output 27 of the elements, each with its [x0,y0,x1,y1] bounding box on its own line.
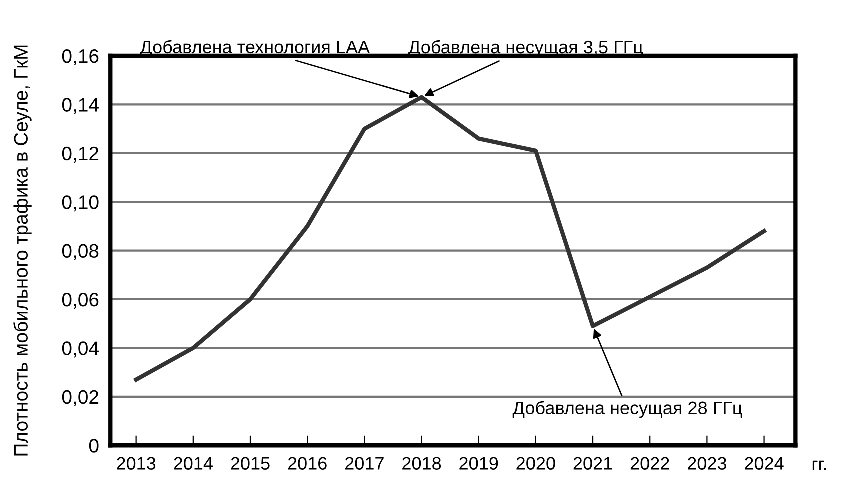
x-tick-label: 2014 [174,457,213,470]
x-tick-label: 2016 [288,457,327,470]
y-tick-label: 0,08 [62,244,99,260]
y-tick-label: 0,10 [62,196,99,212]
y-tick-label: 0,14 [62,98,99,114]
y-tick-label: 0,04 [62,342,99,358]
x-tick-label: 2023 [688,457,726,470]
x-tick-label: 2020 [516,457,556,470]
annotation: Добавлена несущая 3,5 ГГц [408,40,644,58]
y-tick-label: 0,02 [62,390,99,406]
x-tick-label: 2018 [402,457,442,470]
x-tick-label: 2024 [745,457,784,470]
y-tick-label: 0,16 [62,49,99,66]
x-tick-label: 2022 [630,457,670,470]
y-axis-title: Плотность мобильного трафика в Сеуле, ГкМ [14,46,32,456]
line-series [134,95,766,382]
x-axis-title: гг. [812,460,826,470]
annotation: Добавлена технология LAA [140,40,370,58]
y-tick-label: 0,06 [62,292,99,310]
y-tick-label: 0,12 [62,146,99,163]
annotation: Добавлена несущая 28 ГГц [512,401,742,418]
x-tick-label: 2019 [460,457,498,470]
x-tick-label: 2021 [574,457,612,470]
x-tick-label: 2017 [346,457,384,470]
x-tick-label: 2013 [117,457,156,470]
x-tick-label: 2015 [231,457,270,470]
y-tick-label: 0 [89,439,99,453]
